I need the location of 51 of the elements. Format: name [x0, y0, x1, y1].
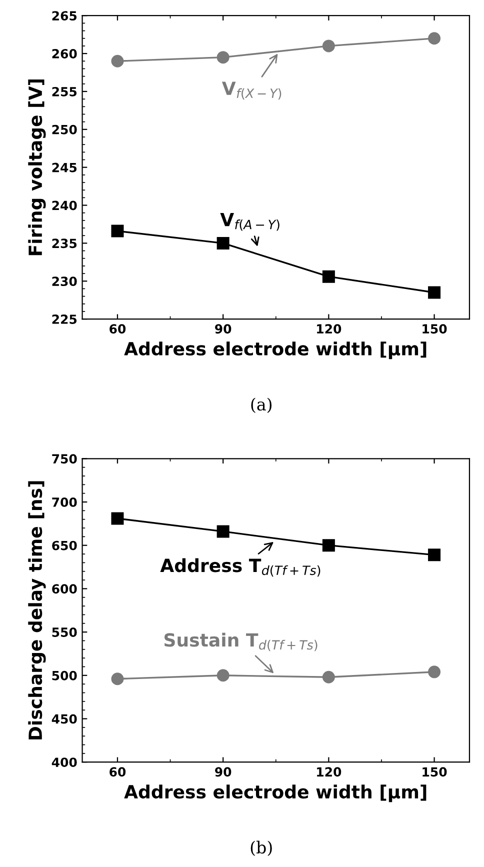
text: (a) [251, 398, 272, 413]
x-tick-label: 150 [422, 767, 447, 777]
annotation: Address T$_{d(Tf+Ts)}$ [160, 558, 320, 577]
point [111, 54, 124, 68]
y-tick-label: 250 [52, 124, 77, 134]
y-tick-label: 260 [52, 49, 77, 58]
annotation: V$_{f(A−Y)}$ [220, 213, 280, 231]
y-tick-label: 550 [52, 628, 77, 637]
annotation: V$_{f(X−Y)}$ [222, 82, 282, 100]
y-tick-label: 225 [52, 314, 77, 324]
y-tick-label: 500 [52, 670, 77, 680]
y-tick-label: 245 [52, 162, 77, 172]
point [322, 670, 335, 684]
point [428, 666, 441, 678]
point [216, 51, 230, 64]
point [428, 286, 441, 299]
text: (b) [250, 840, 272, 856]
point [322, 539, 335, 552]
x-tick-label: 90 [215, 324, 232, 334]
y-tick-label: 450 [52, 714, 77, 724]
point [111, 672, 124, 686]
y-tick-label: 650 [52, 540, 77, 550]
point [216, 525, 230, 538]
annotation: Sustain T$_{d(Tf+Ts)}$ [164, 632, 318, 652]
point [216, 669, 230, 682]
x-tick-label: 120 [317, 324, 342, 334]
x-axis-title: Address electrode width [µm] [124, 784, 426, 802]
y-tick-label: 235 [52, 238, 77, 248]
x-tick-label: 60 [110, 767, 126, 777]
y-tick-label: 750 [52, 454, 77, 464]
y-axis-title: Firing voltage [V] [28, 79, 46, 256]
y-tick-label: 700 [52, 497, 77, 507]
x-tick-label: 90 [215, 767, 232, 777]
x-tick-label: 120 [317, 767, 342, 777]
point [322, 270, 335, 283]
point [322, 40, 335, 52]
y-tick-label: 400 [52, 758, 77, 768]
point [111, 224, 124, 238]
x-tick-label: 60 [110, 324, 126, 334]
x-axis-title: Address electrode width [µm] [124, 342, 426, 360]
y-tick-label: 230 [52, 276, 77, 286]
point [111, 512, 124, 525]
y-tick-label: 240 [52, 200, 77, 210]
y-axis-title: Discharge delay time [ns] [28, 481, 46, 740]
y-tick-label: 265 [52, 11, 77, 21]
point [216, 236, 230, 250]
point [428, 548, 441, 562]
y-tick-label: 600 [52, 584, 77, 594]
y-tick-label: 255 [52, 86, 77, 96]
x-tick-label: 150 [422, 324, 447, 334]
point [428, 32, 441, 45]
